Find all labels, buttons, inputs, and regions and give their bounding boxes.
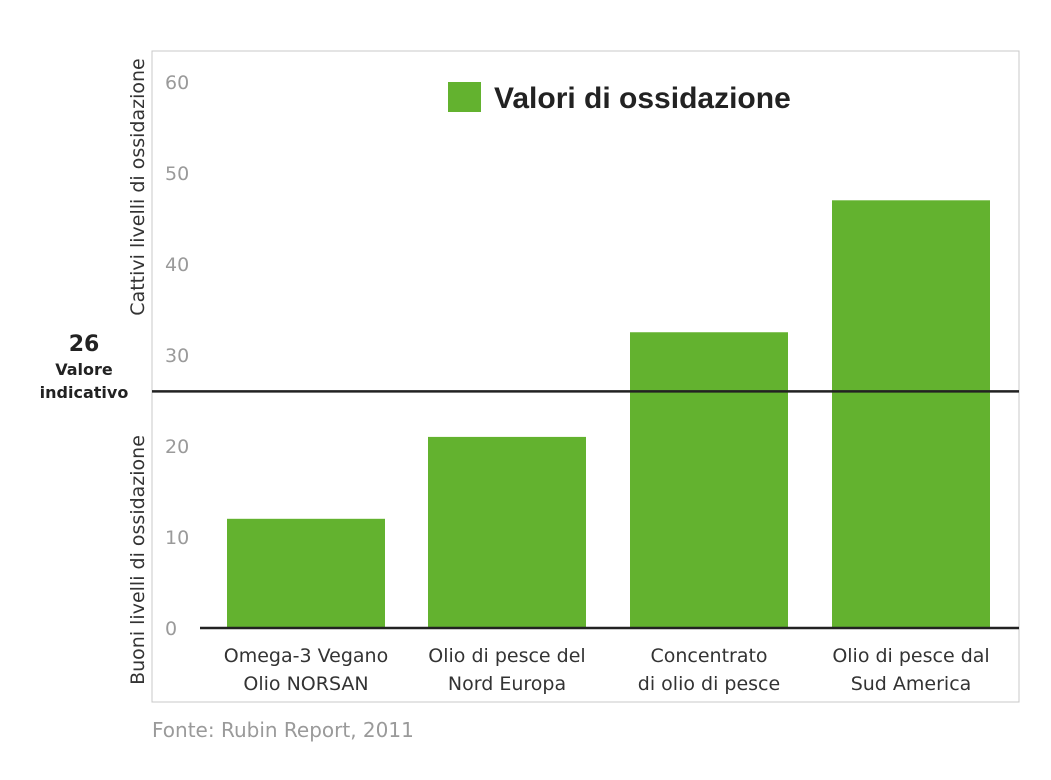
y-tick-label: 30: [165, 345, 189, 367]
legend-swatch: [448, 82, 481, 112]
category-label: Omega-3 Vegano: [224, 645, 388, 667]
y-tick-label: 0: [165, 618, 177, 640]
category-label: Olio di pesce del: [428, 645, 585, 667]
bar: [630, 332, 788, 628]
y-ticks-group: 0 10 20 30 40 50 60: [165, 72, 189, 640]
bar: [227, 518, 385, 628]
category-label: Sud America: [851, 673, 972, 695]
lower-axis-label: Buoni livelli di ossidazione: [127, 435, 149, 685]
category-label: Olio di pesce dal: [832, 645, 989, 667]
reference-value: 26: [69, 332, 100, 357]
category-label: Nord Europa: [448, 673, 566, 695]
y-tick-label: 60: [165, 72, 189, 94]
bar: [832, 200, 990, 629]
reference-label-line-2: indicativo: [40, 383, 129, 402]
category-labels-group: Omega-3 Vegano Olio NORSAN Olio di pesce d…: [224, 645, 990, 695]
y-tick-label: 40: [165, 254, 189, 276]
bar: [428, 436, 586, 628]
category-label: Olio NORSAN: [243, 673, 368, 695]
upper-axis-label: Cattivi livelli di ossidazione: [127, 58, 149, 315]
y-tick-label: 50: [165, 163, 189, 185]
y-tick-label: 10: [165, 527, 189, 549]
bars-group: [227, 200, 990, 629]
chart-frame: [151, 50, 1020, 703]
y-tick-label: 20: [165, 436, 189, 458]
reference-label-line-1: Valore: [55, 360, 113, 379]
legend-label: Valori di ossidazione: [494, 82, 791, 115]
category-label: di olio di pesce: [638, 673, 780, 695]
source-note: Fonte: Rubin Report, 2011: [152, 718, 414, 742]
category-label: Concentrato: [650, 645, 767, 667]
